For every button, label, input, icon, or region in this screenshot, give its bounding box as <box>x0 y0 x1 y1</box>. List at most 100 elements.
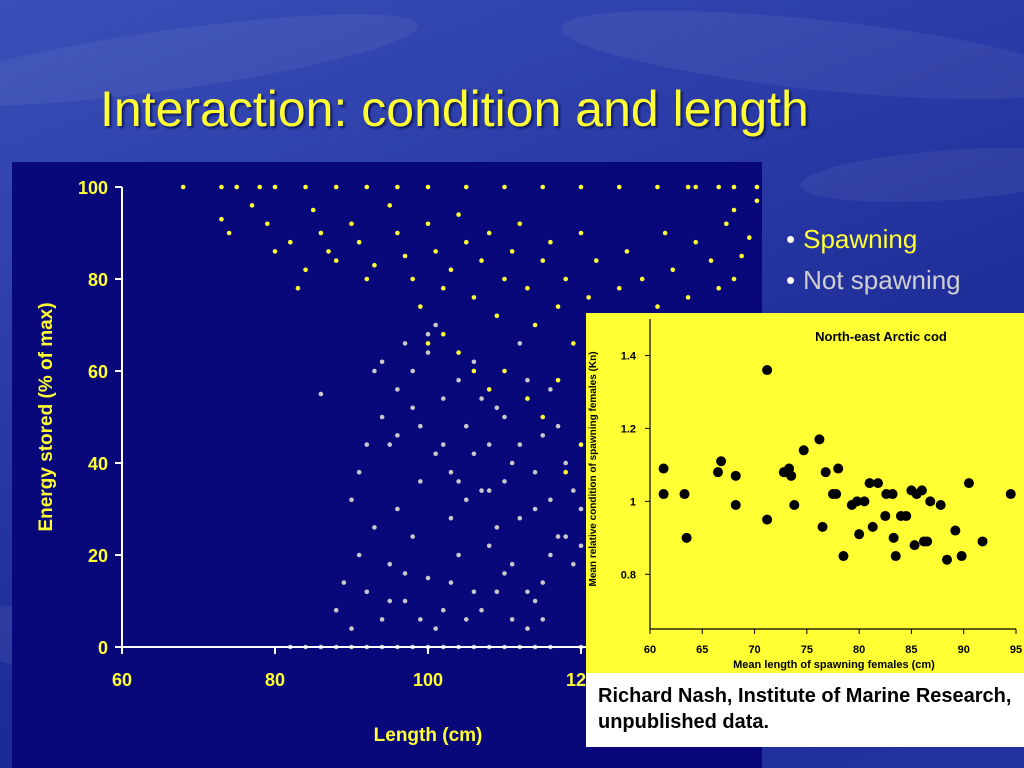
data-point-spawning <box>494 313 500 319</box>
inset-data-point <box>798 445 809 456</box>
data-point-spawning <box>693 239 699 245</box>
data-point-not-spawning <box>349 497 354 503</box>
data-point-not-spawning <box>379 414 385 420</box>
data-point-not-spawning <box>463 497 469 503</box>
data-point-not-spawning <box>563 460 568 466</box>
data-point-spawning <box>502 184 507 190</box>
data-point-spawning <box>433 249 438 254</box>
data-point-spawning <box>525 396 530 401</box>
inset-data-point <box>658 489 669 500</box>
data-point-not-spawning <box>555 423 561 429</box>
data-point-spawning <box>571 341 576 346</box>
data-point-not-spawning <box>379 617 385 622</box>
data-point-not-spawning <box>555 534 561 539</box>
data-point-spawning <box>509 249 515 254</box>
data-point-not-spawning <box>387 442 393 447</box>
data-point-spawning <box>219 216 224 222</box>
inset-data-point <box>956 551 967 562</box>
data-point-spawning <box>310 207 316 213</box>
data-point-not-spawning <box>433 626 438 631</box>
data-point-spawning <box>731 184 737 190</box>
y-tick-label: 0 <box>98 638 108 658</box>
data-point-spawning <box>418 304 423 309</box>
data-point-not-spawning <box>387 598 393 604</box>
data-point-spawning <box>517 221 523 227</box>
data-point-not-spawning <box>441 607 446 613</box>
data-point-spawning <box>594 258 599 263</box>
data-point-not-spawning <box>548 552 553 558</box>
inset-data-point <box>854 529 865 540</box>
data-point-not-spawning <box>509 561 515 567</box>
inset-y-tick-label: 1.2 <box>621 423 636 435</box>
inset-data-point <box>872 478 883 489</box>
data-point-not-spawning <box>402 571 408 576</box>
data-point-not-spawning <box>372 525 377 530</box>
inset-data-point <box>950 525 961 536</box>
x-tick-label: 100 <box>413 670 443 690</box>
data-point-not-spawning <box>540 433 546 438</box>
inset-data-point <box>890 551 901 562</box>
data-point-spawning <box>724 221 729 227</box>
data-point-not-spawning <box>571 488 576 493</box>
data-point-not-spawning <box>509 460 515 466</box>
data-point-not-spawning <box>379 359 385 365</box>
data-point-not-spawning <box>471 451 477 457</box>
inset-x-tick-label: 95 <box>1010 644 1022 656</box>
inset-data-point <box>712 467 723 478</box>
data-point-not-spawning <box>540 580 546 585</box>
y-tick-label: 60 <box>88 362 108 382</box>
data-point-spawning <box>463 239 469 245</box>
inset-data-point <box>658 463 669 474</box>
data-point-not-spawning <box>525 626 530 631</box>
data-point-spawning <box>685 184 691 190</box>
legend-label-not-spawning: Not spawning <box>803 265 961 295</box>
data-point-spawning <box>234 184 240 190</box>
data-point-not-spawning <box>494 589 500 595</box>
inset-data-point <box>716 456 727 467</box>
inset-data-point <box>864 478 875 489</box>
data-point-not-spawning <box>463 423 469 429</box>
inset-y-tick-label: 0.8 <box>621 569 636 581</box>
inset-data-point <box>786 470 797 481</box>
data-point-spawning <box>754 184 760 190</box>
inset-data-point <box>963 478 974 489</box>
data-point-not-spawning <box>410 368 416 374</box>
data-point-spawning <box>655 184 660 190</box>
data-point-spawning <box>456 212 461 217</box>
data-point-spawning <box>525 285 530 291</box>
data-point-spawning <box>333 258 339 263</box>
inset-x-tick-label: 65 <box>696 644 708 656</box>
data-point-spawning <box>739 253 744 259</box>
data-point-not-spawning <box>448 515 454 521</box>
data-point-spawning <box>441 331 446 337</box>
data-point-spawning <box>448 267 454 273</box>
inset-data-point <box>681 532 692 543</box>
data-point-spawning <box>486 230 492 236</box>
data-point-spawning <box>479 258 484 263</box>
inset-data-point <box>935 500 946 510</box>
data-point-not-spawning <box>356 469 362 475</box>
data-point-spawning <box>578 230 584 236</box>
inset-data-point <box>909 540 920 551</box>
x-tick-label: 60 <box>112 670 132 690</box>
inset-data-point <box>1005 489 1016 500</box>
data-point-spawning <box>532 322 538 328</box>
inset-data-point <box>941 554 952 565</box>
data-point-not-spawning <box>448 580 454 585</box>
inset-data-point <box>789 500 800 510</box>
data-point-not-spawning <box>525 589 530 595</box>
data-point-spawning <box>563 276 568 282</box>
inset-data-point <box>852 496 863 507</box>
data-point-spawning <box>471 295 477 300</box>
data-point-not-spawning <box>456 479 461 484</box>
data-point-not-spawning <box>441 442 446 447</box>
data-point-not-spawning <box>532 598 538 604</box>
data-point-spawning <box>670 267 676 273</box>
data-point-not-spawning <box>471 589 477 595</box>
credit-box: Richard Nash, Institute of Marine Resear… <box>586 673 1024 747</box>
data-point-not-spawning <box>540 617 546 622</box>
inset-data-point <box>833 463 844 474</box>
data-point-spawning <box>295 285 301 291</box>
data-point-not-spawning <box>356 552 362 558</box>
inset-y-tick-label: 1.4 <box>621 350 637 362</box>
